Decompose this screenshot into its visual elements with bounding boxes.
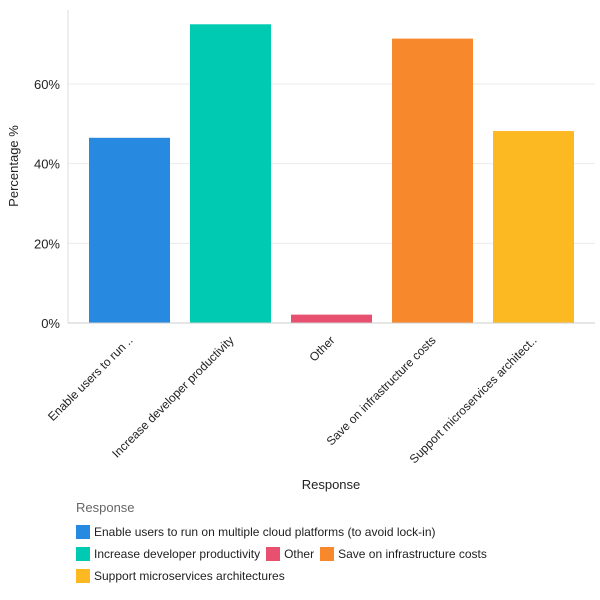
bar [190,24,271,324]
bar [392,38,473,323]
legend-swatch [76,569,90,583]
y-tick-label: 0% [41,316,60,331]
x-tick-label: Enable users to run .. [45,333,136,424]
x-axis-title: Response [302,477,361,492]
y-tick-label: 40% [34,157,60,172]
legend-item[interactable]: Increase developer productivity [76,547,260,561]
legend-swatch [76,547,90,561]
bar [291,314,372,323]
y-axis-title: Percentage % [6,125,21,207]
legend-item[interactable]: Support microservices architectures [76,569,285,583]
legend-item[interactable]: Save on infrastructure costs [320,547,487,561]
bar [493,131,574,323]
x-tick-label: Save on infrastructure costs [324,333,439,448]
legend-item[interactable]: Other [266,547,314,561]
legend-title: Response [76,500,135,515]
legend-swatch [320,547,335,561]
bar-chart: 0% 20% 40% 60% Enable users to run ..Increas… [6,10,595,492]
legend: Response Enable users to run on multiple… [76,500,576,587]
x-tick-label: Other [306,333,337,364]
y-tick-label: 20% [34,236,60,251]
legend-swatch [266,547,281,561]
x-tick-label: Increase developer productivity [109,333,236,460]
legend-swatch [76,525,90,539]
bar [89,137,170,323]
legend-item[interactable]: Enable users to run on multiple cloud pl… [76,525,436,539]
y-tick-label: 60% [34,77,60,92]
